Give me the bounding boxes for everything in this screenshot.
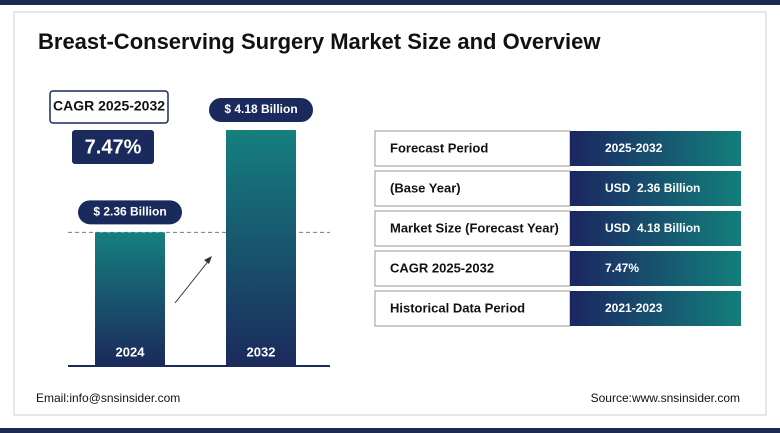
row-value-cell xyxy=(570,291,741,326)
bar xyxy=(95,232,165,365)
value-label: $ 2.36 Billion xyxy=(93,204,166,218)
row-label: Forecast Period xyxy=(390,140,488,155)
bar xyxy=(226,130,296,365)
title: Breast-Conserving Surgery Market Size an… xyxy=(38,29,601,54)
row-label-cell xyxy=(374,170,571,207)
x-tick-label: 2032 xyxy=(247,344,276,359)
cagr-value-box xyxy=(72,130,154,164)
row-label-cell xyxy=(374,290,571,327)
bar-chart: $ 2.36 Billion 2024 $ 4.18 Billion 2032 xyxy=(68,98,330,367)
bottom-stripe xyxy=(0,428,780,433)
row-value-cell xyxy=(570,211,741,246)
footer-source: Source:www.snsinsider.com xyxy=(591,391,740,405)
row-label: CAGR 2025-2032 xyxy=(390,260,494,275)
row-value: 2021-2023 xyxy=(605,301,663,315)
arrow-head xyxy=(204,256,212,264)
value-label: $ 4.18 Billion xyxy=(224,102,297,116)
row-label-cell xyxy=(374,210,571,247)
row-label: Historical Data Period xyxy=(390,300,525,315)
row-label-cell xyxy=(374,250,571,287)
row-value: 2025-2032 xyxy=(605,141,663,155)
growth-arrow xyxy=(174,258,211,304)
row-value: 7.47% xyxy=(605,261,639,275)
row-label: (Base Year) xyxy=(390,180,461,195)
x-tick-label: 2024 xyxy=(116,344,146,359)
row-label: Market Size (Forecast Year) xyxy=(390,220,559,235)
summary-table: Forecast Period 2025-2032 (Base Year) USD 2… xyxy=(374,130,741,327)
row-value: USD 2.36 Billion xyxy=(605,181,700,195)
row-value-cell xyxy=(570,171,741,206)
row-value-cell xyxy=(570,251,741,286)
cagr-label: CAGR 2025-2032 xyxy=(53,98,165,114)
row-label-cell xyxy=(374,130,571,167)
row-value-cell xyxy=(570,131,741,166)
frame xyxy=(13,11,767,416)
top-stripe xyxy=(0,0,780,5)
value-label-pill xyxy=(78,200,182,225)
cagr-value: 7.47% xyxy=(85,136,142,158)
value-label-pill xyxy=(209,98,313,122)
cagr-label-box xyxy=(49,90,169,124)
row-value: USD 4.18 Billion xyxy=(605,221,700,235)
footer-email: Email:info@snsinsider.com xyxy=(36,391,180,405)
